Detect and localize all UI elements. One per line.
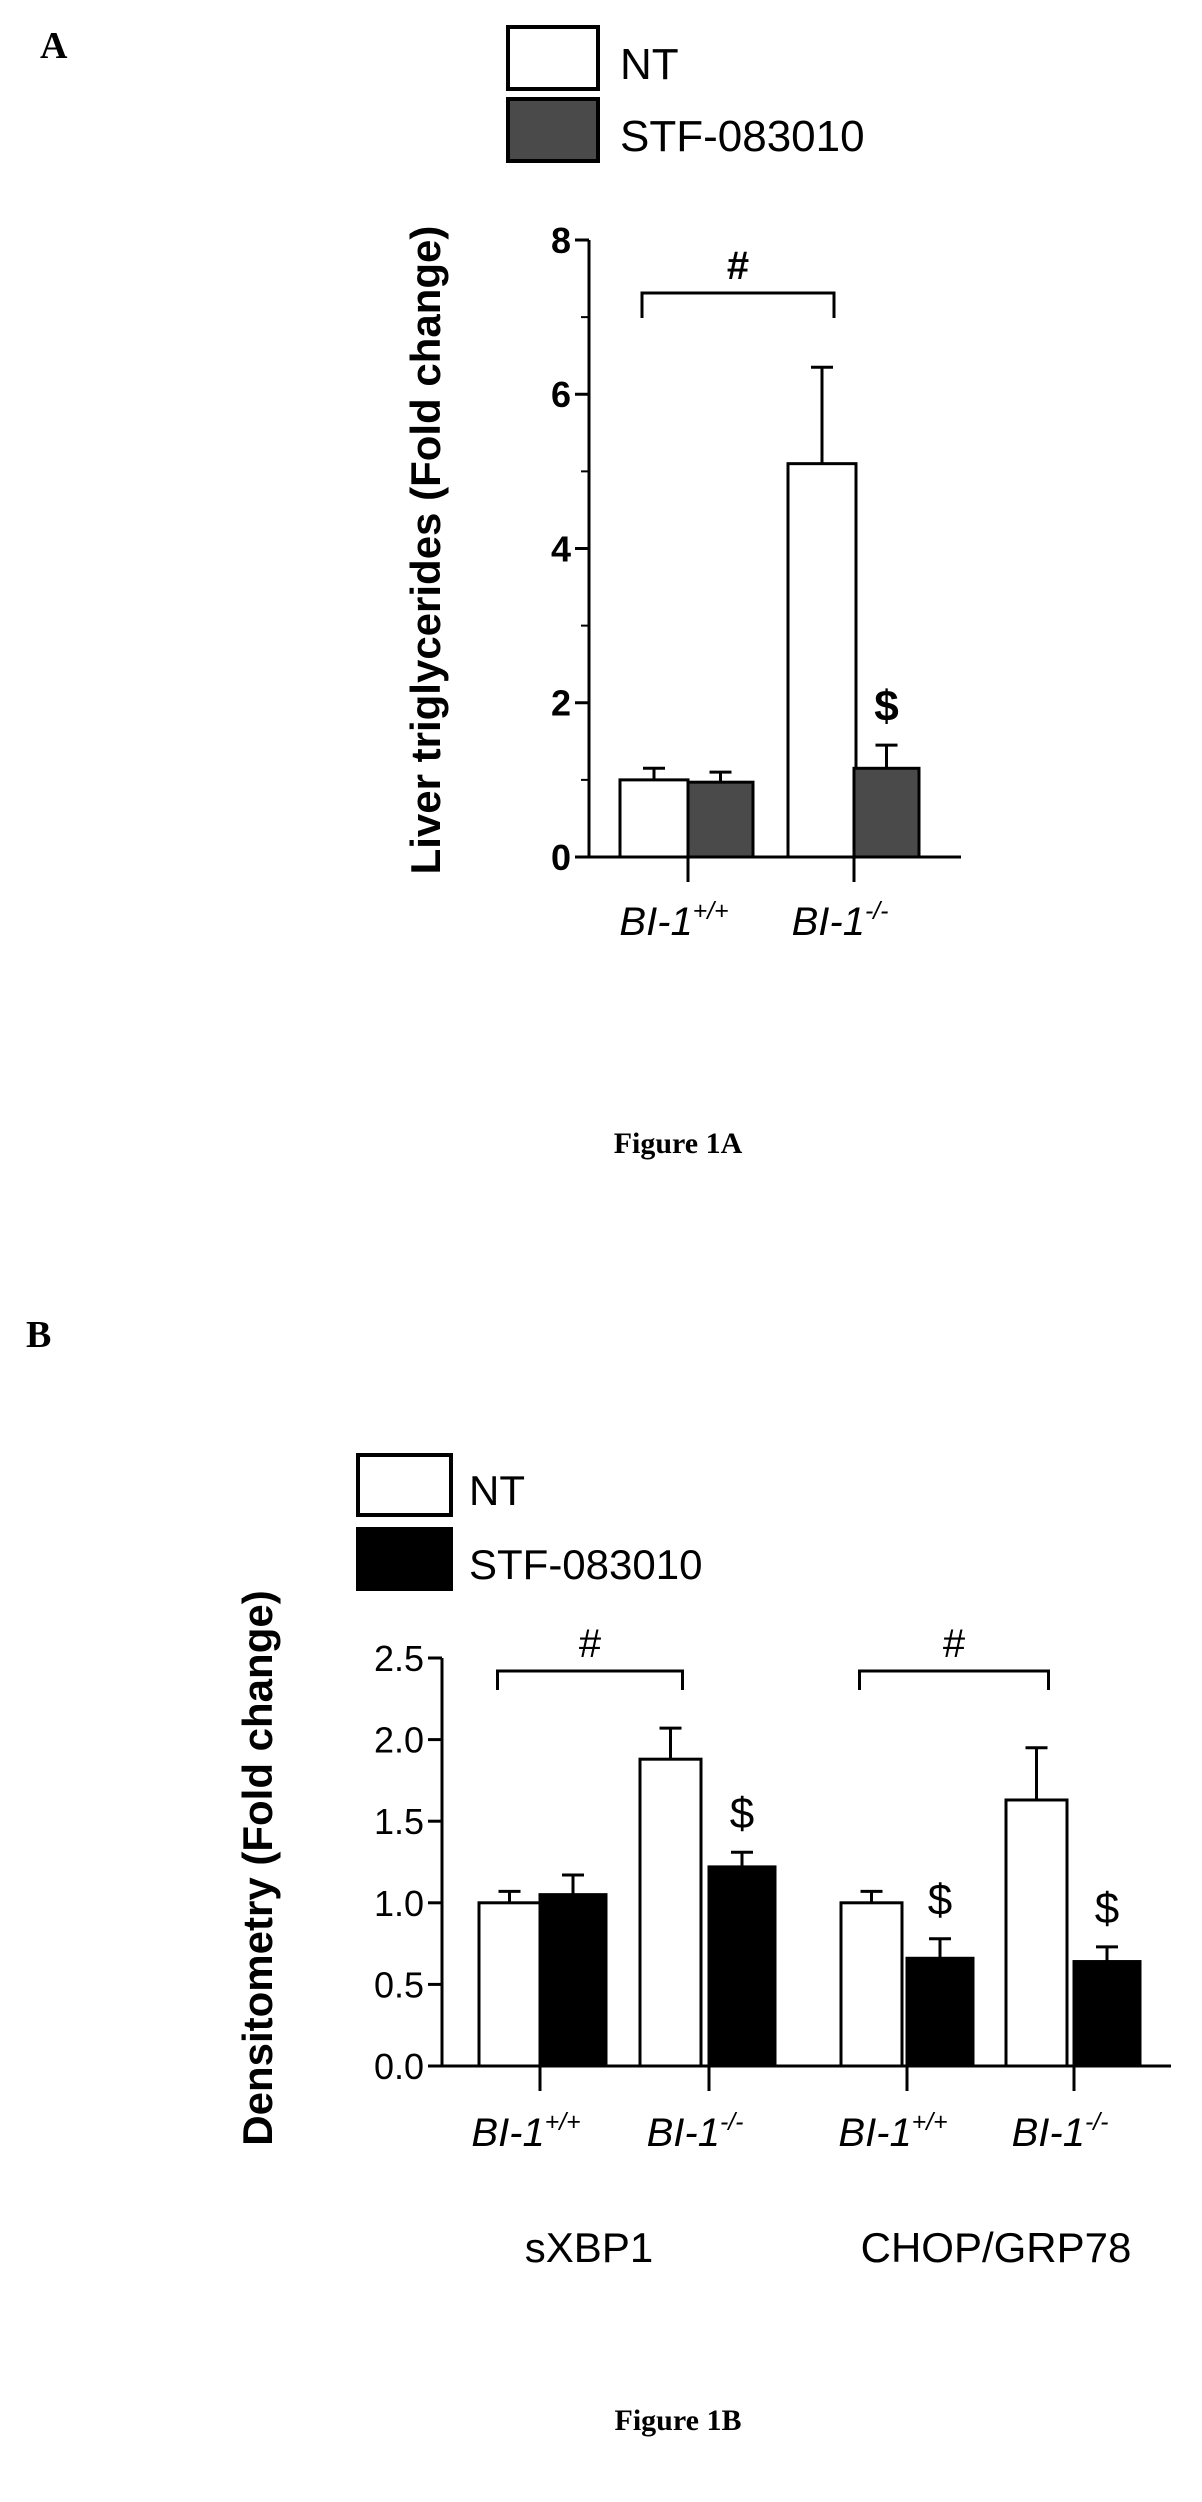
bar-nt	[620, 780, 688, 857]
chart-a: NT STF-083010 0 2 4 6 8 Liver triglycerides (Fo…	[402, 27, 961, 944]
legend-label-nt: NT	[620, 40, 679, 89]
legend-label-stf-083010: STF-083010	[469, 1541, 702, 1588]
bar-stf-083010	[854, 768, 919, 857]
bar-nt	[788, 464, 856, 857]
category-superscript: +/+	[545, 2109, 581, 2136]
x-category-label: BI-1-/-	[792, 898, 889, 944]
category-superscript: -/-	[720, 2109, 743, 2136]
caption-figure-1b: Figure 1B	[615, 2404, 742, 2437]
group-label: sXBP1	[525, 2224, 653, 2271]
category-genotype: BI-1	[838, 2111, 911, 2155]
legend-swatch-nt	[508, 27, 598, 89]
y-tick-label: 2.0	[374, 1720, 424, 1761]
significance-dollar: $	[1095, 1884, 1119, 1933]
y-tick-label: 8	[551, 220, 571, 261]
category-genotype: BI-1	[647, 2111, 720, 2155]
legend-label-nt: NT	[469, 1467, 525, 1514]
category-superscript: -/-	[1085, 2109, 1108, 2136]
y-tick-label: 4	[551, 528, 571, 569]
panel-letter-b: B	[26, 1314, 51, 1356]
significance-dollar: $	[928, 1876, 952, 1925]
x-category-label: BI-1+/+	[619, 898, 728, 944]
bar-stf-083010	[540, 1895, 606, 2066]
category-superscript: -/-	[865, 898, 888, 925]
y-tick-label: 0.5	[374, 1964, 424, 2005]
legend-label-stf-083010: STF-083010	[620, 112, 865, 161]
category-superscript: +/+	[912, 2109, 948, 2136]
bar-stf-083010	[688, 782, 753, 857]
y-axis-label: Densitometry (Fold change)	[234, 1590, 281, 2145]
x-category-label: BI-1-/-	[1012, 2109, 1109, 2155]
chart-b: NT STF-083010 0.0 0.5 1.0 1.5 2.0 2.5 Densitomet…	[234, 1455, 1171, 2271]
bar-stf-083010	[1074, 1962, 1140, 2066]
category-genotype: BI-1	[792, 900, 865, 944]
category-superscript: +/+	[693, 898, 729, 925]
significance-bracket	[642, 293, 834, 318]
bar-stf-083010	[709, 1867, 775, 2066]
significance-hash: #	[943, 1622, 966, 1666]
category-genotype: BI-1	[619, 900, 692, 944]
legend-swatch-stf-083010	[508, 99, 598, 161]
bar-nt	[640, 1759, 701, 2066]
y-tick-label: 1.0	[374, 1883, 424, 1924]
category-genotype: BI-1	[471, 2111, 544, 2155]
category-genotype: BI-1	[1012, 2111, 1085, 2155]
y-tick-label: 6	[551, 374, 571, 415]
y-tick-label: 2.5	[374, 1638, 424, 1679]
significance-bracket	[860, 1671, 1049, 1690]
significance-dollar: $	[730, 1789, 754, 1838]
y-axis-label: Liver triglycerides (Fold change)	[402, 226, 449, 875]
bar-nt	[479, 1903, 540, 2066]
legend-swatch-stf-083010	[358, 1529, 451, 1589]
significance-bracket	[498, 1671, 683, 1690]
y-tick-label: 2	[551, 683, 571, 724]
x-category-label: BI-1+/+	[471, 2109, 580, 2155]
significance-hash: #	[579, 1622, 602, 1666]
bar-stf-083010	[907, 1958, 973, 2066]
panel-letter-a: A	[40, 25, 68, 67]
x-category-label: BI-1-/-	[647, 2109, 744, 2155]
significance-hash: #	[727, 244, 749, 288]
y-tick-label: 0.0	[374, 2046, 424, 2087]
caption-figure-1a: Figure 1A	[614, 1127, 743, 1160]
x-category-label: BI-1+/+	[838, 2109, 947, 2155]
group-label: CHOP/GRP78	[861, 2224, 1132, 2271]
bar-nt	[841, 1903, 902, 2066]
legend-swatch-nt	[358, 1455, 451, 1515]
bar-nt	[1006, 1800, 1067, 2066]
y-tick-label: 0	[551, 837, 571, 878]
y-tick-label: 1.5	[374, 1801, 424, 1842]
significance-dollar: $	[874, 682, 898, 731]
